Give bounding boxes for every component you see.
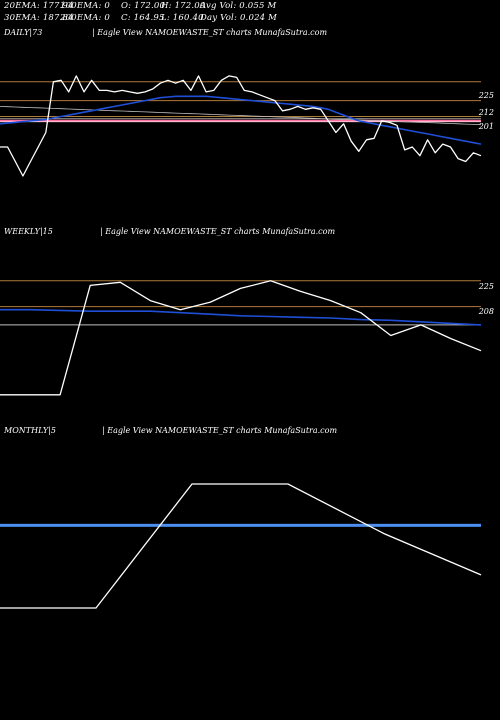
weekly-ytick-225: 225	[478, 282, 494, 291]
close-value: C: 164.95	[121, 13, 165, 23]
header-row-1: 20EMA: 177.94 100EMA: 0 O: 172.00 H: 172…	[4, 1, 276, 11]
monthly-price-line	[0, 483, 482, 609]
day-vol-value: Day Vol: 0.024 M	[200, 13, 278, 23]
weekly-price-line	[0, 280, 482, 396]
daily-panel-label: DAILY|73	[4, 28, 43, 37]
daily-ytick-212: 212	[478, 108, 494, 117]
low-value: L: 160.40	[161, 13, 204, 23]
monthly-band-line	[0, 523, 481, 527]
daily-grey-ema-line	[0, 106, 482, 126]
daily-watermark: | Eagle View NAMOEWASTE_ST charts Munafa…	[92, 28, 328, 37]
ema200-value: 200EMA: 0	[60, 13, 111, 23]
high-value: H: 172.00	[161, 1, 206, 11]
daily-ema-line	[0, 95, 482, 145]
ema30-value: 30EMA: 187.84	[4, 13, 74, 23]
header-row-2: 30EMA: 187.84 200EMA: 0 C: 164.95 L: 160…	[4, 13, 277, 23]
monthly-panel-label: MONTHLY|5	[4, 426, 56, 435]
monthly-watermark: | Eagle View NAMOEWASTE_ST charts Munafa…	[102, 426, 338, 435]
weekly-watermark: | Eagle View NAMOEWASTE_ST charts Munafa…	[100, 227, 336, 236]
weekly-ema-line	[0, 308, 482, 326]
daily-price-line	[0, 75, 482, 177]
avg-vol-value: Avg Vol: 0.055 M	[200, 1, 277, 11]
open-value: O: 172.00	[121, 1, 166, 11]
weekly-panel-label: WEEKLY|15	[4, 227, 53, 236]
weekly-ytick-208: 208	[478, 307, 494, 316]
ema20-value: 20EMA: 177.94	[4, 1, 74, 11]
daily-ytick-225: 225	[478, 91, 494, 100]
ema100-value: 100EMA: 0	[60, 1, 111, 11]
daily-ytick-201: 201	[478, 122, 494, 131]
